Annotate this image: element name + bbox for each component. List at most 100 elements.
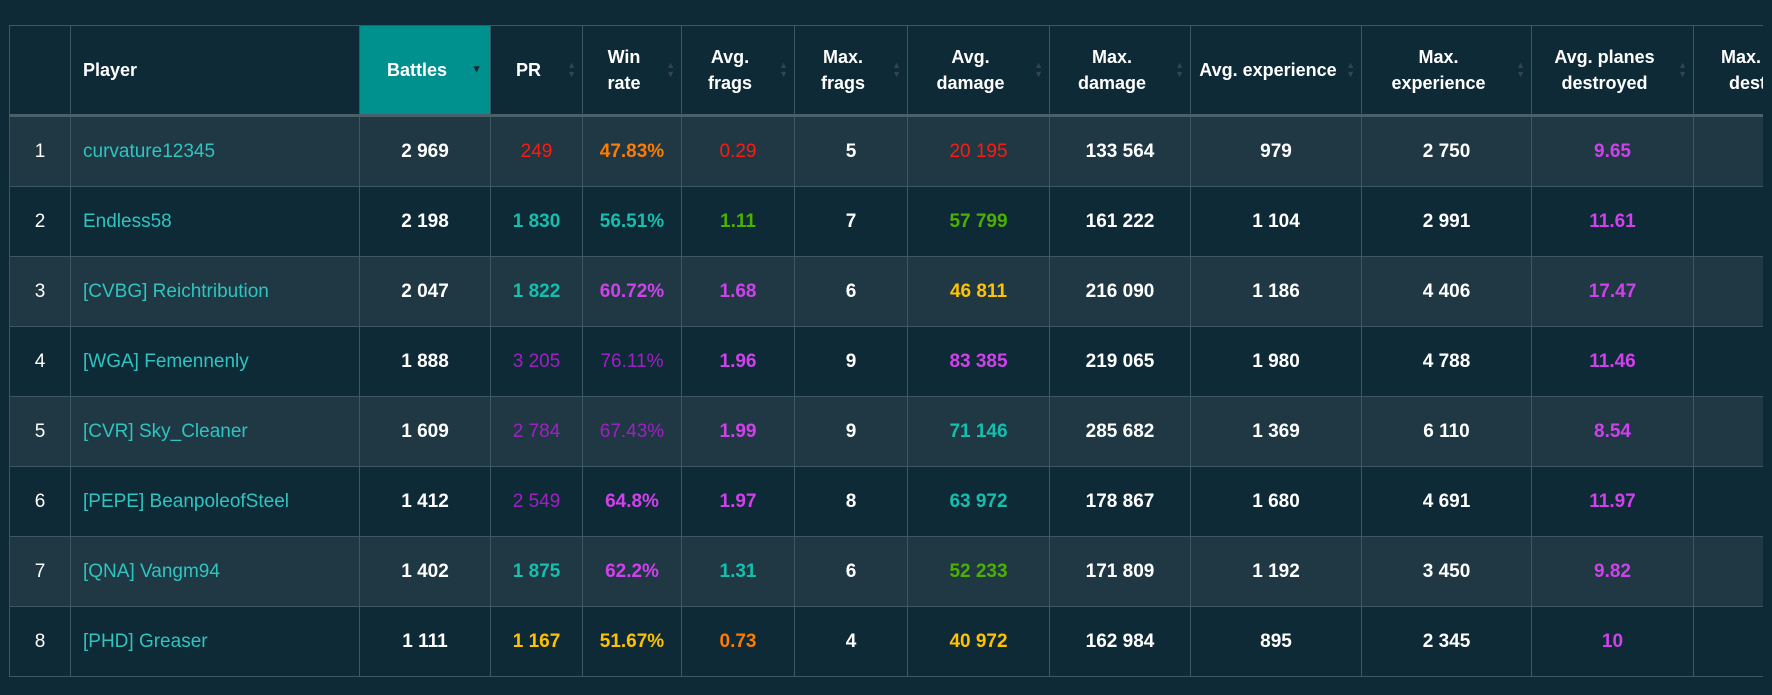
cell-rank: 1 (9, 115, 71, 187)
player-stats-table: Player Battles ▼ PR ▲ ▼ Win rate ▲ ▼ Avg. frags ▲ ▼… (9, 25, 1763, 677)
cell-max-experience: 3 450 (1361, 536, 1532, 607)
sort-icon[interactable]: ▲ ▼ (1678, 60, 1687, 79)
cell-avg-planes-destroyed: 9.82 (1531, 536, 1694, 607)
cell-avg-planes-destroyed: 11.46 (1531, 326, 1694, 397)
player-stats-table-container: Player Battles ▼ PR ▲ ▼ Win rate ▲ ▼ Avg. frags ▲ ▼… (9, 0, 1763, 677)
sort-descending-icon[interactable]: ▼ (471, 63, 482, 76)
cell-pr: 1 167 (490, 606, 583, 677)
cell-pr: 2 549 (490, 466, 583, 537)
column-header-avg-damage[interactable]: Avg. damage ▲ ▼ (907, 25, 1050, 117)
cell-avg-planes-destroyed: 10 (1531, 606, 1694, 677)
column-header-avg-experience[interactable]: Avg. experience ▲ ▼ (1190, 25, 1362, 117)
sort-icon[interactable]: ▲ ▼ (892, 60, 901, 79)
cell-player[interactable]: [PHD] Greaser (70, 606, 360, 677)
cell-max-damage: 219 065 (1049, 326, 1191, 397)
table-row[interactable]: 5 [CVR] Sky_Cleaner 1 609 2 784 67.43% 1.99 9 7… (9, 396, 1763, 467)
cell-win-rate: 76.11% (582, 326, 682, 397)
column-header-pr[interactable]: PR ▲ ▼ (490, 25, 583, 117)
sort-icon[interactable]: ▲ ▼ (666, 60, 675, 79)
cell-avg-damage: 20 195 (907, 115, 1050, 187)
column-header-label: Player (83, 60, 138, 80)
sort-icon[interactable]: ▲ ▼ (1516, 60, 1525, 79)
table-row[interactable]: 3 [CVBG] Reichtribution 2 047 1 822 60.72% 1.… (9, 256, 1763, 327)
column-header-label: Max. damage (1077, 47, 1147, 93)
table-row[interactable]: 7 [QNA] Vangm94 1 402 1 875 62.2% 1.31 6 52 233… (9, 536, 1763, 607)
cell-battles: 2 969 (359, 115, 491, 187)
cell-win-rate: 60.72% (582, 256, 682, 327)
column-header-win-rate[interactable]: Win rate ▲ ▼ (582, 25, 682, 117)
cell-avg-experience: 1 104 (1190, 186, 1362, 257)
cell-rank: 2 (9, 186, 71, 257)
sort-icon[interactable]: ▲ ▼ (1034, 60, 1043, 79)
column-header-max-frags[interactable]: Max. frags ▲ ▼ (794, 25, 908, 117)
cell-avg-frags: 1.99 (681, 396, 795, 467)
column-header-avg-frags[interactable]: Avg. frags ▲ ▼ (681, 25, 795, 117)
column-header-label: Avg. frags (707, 47, 752, 93)
cell-win-rate: 47.83% (582, 115, 682, 187)
cell-avg-frags: 1.68 (681, 256, 795, 327)
cell-pr: 1 822 (490, 256, 583, 327)
cell-battles: 2 047 (359, 256, 491, 327)
cell-player[interactable]: [WGA] Femennenly (70, 326, 360, 397)
cell-win-rate: 67.43% (582, 396, 682, 467)
cell-avg-damage: 40 972 (907, 606, 1050, 677)
cell-battles: 1 111 (359, 606, 491, 677)
cell-battles: 1 402 (359, 536, 491, 607)
sort-icon[interactable]: ▲ ▼ (1175, 60, 1184, 79)
column-header-max-experience[interactable]: Max. experience ▲ ▼ (1361, 25, 1532, 117)
sort-icon[interactable]: ▲ ▼ (567, 60, 576, 79)
cell-avg-planes-destroyed: 17.47 (1531, 256, 1694, 327)
column-header-battles[interactable]: Battles ▼ (359, 25, 491, 117)
cell-avg-damage: 71 146 (907, 396, 1050, 467)
cell-avg-damage: 63 972 (907, 466, 1050, 537)
cell-avg-frags: 1.31 (681, 536, 795, 607)
column-header-label: Max. planes destroyed (1720, 47, 1763, 93)
column-header-avg-planes-destroyed[interactable]: Avg. planes destroyed ▲ ▼ (1531, 25, 1694, 117)
cell-avg-damage: 46 811 (907, 256, 1050, 327)
column-header-label: Win rate (607, 47, 641, 93)
cell-avg-planes-destroyed: 9.65 (1531, 115, 1694, 187)
column-header-label: Avg. planes destroyed (1554, 47, 1655, 93)
cell-avg-frags: 0.73 (681, 606, 795, 677)
cell-avg-planes-destroyed: 11.97 (1531, 466, 1694, 537)
column-header-max-planes-destroyed[interactable]: Max. planes destroyed▲▼ (1693, 25, 1763, 117)
cell-avg-experience: 1 980 (1190, 326, 1362, 397)
cell-max-planes-destroyed (1693, 466, 1763, 537)
cell-player[interactable]: [CVBG] Reichtribution (70, 256, 360, 327)
cell-player[interactable]: [PEPE] BeanpoleofSteel (70, 466, 360, 537)
cell-player[interactable]: Endless58 (70, 186, 360, 257)
cell-win-rate: 51.67% (582, 606, 682, 677)
cell-pr: 3 205 (490, 326, 583, 397)
cell-max-frags: 6 (794, 536, 908, 607)
cell-avg-experience: 1 192 (1190, 536, 1362, 607)
cell-player[interactable]: curvature12345 (70, 115, 360, 187)
column-header-max-damage[interactable]: Max. damage ▲ ▼ (1049, 25, 1191, 117)
cell-rank: 7 (9, 536, 71, 607)
column-header-label: Max. frags (820, 47, 865, 93)
cell-player[interactable]: [QNA] Vangm94 (70, 536, 360, 607)
cell-rank: 4 (9, 326, 71, 397)
sort-icon[interactable]: ▲ ▼ (779, 60, 788, 79)
cell-battles: 1 412 (359, 466, 491, 537)
cell-max-planes-destroyed (1693, 256, 1763, 327)
column-header-player[interactable]: Player (70, 25, 360, 117)
cell-max-planes-destroyed (1693, 326, 1763, 397)
table-row[interactable]: 4 [WGA] Femennenly 1 888 3 205 76.11% 1.96 9 83… (9, 326, 1763, 397)
cell-avg-experience: 1 369 (1190, 396, 1362, 467)
cell-avg-planes-destroyed: 11.61 (1531, 186, 1694, 257)
cell-pr: 249 (490, 115, 583, 187)
cell-max-damage: 162 984 (1049, 606, 1191, 677)
table-row[interactable]: 1 curvature12345 2 969 249 47.83% 0.29 5 20 195… (9, 115, 1763, 187)
sort-icon[interactable]: ▲ ▼ (1346, 60, 1355, 79)
cell-player[interactable]: [CVR] Sky_Cleaner (70, 396, 360, 467)
cell-max-experience: 4 691 (1361, 466, 1532, 537)
cell-win-rate: 62.2% (582, 536, 682, 607)
table-row[interactable]: 8 [PHD] Greaser 1 111 1 167 51.67% 0.73 4 40 97… (9, 606, 1763, 677)
cell-avg-frags: 0.29 (681, 115, 795, 187)
cell-avg-frags: 1.11 (681, 186, 795, 257)
cell-max-damage: 171 809 (1049, 536, 1191, 607)
cell-max-planes-destroyed (1693, 536, 1763, 607)
column-header-label: Avg. experience (1199, 60, 1337, 80)
table-row[interactable]: 2 Endless58 2 198 1 830 56.51% 1.11 7 57 799 161… (9, 186, 1763, 257)
table-row[interactable]: 6 [PEPE] BeanpoleofSteel 1 412 2 549 64.8% 1.… (9, 466, 1763, 537)
